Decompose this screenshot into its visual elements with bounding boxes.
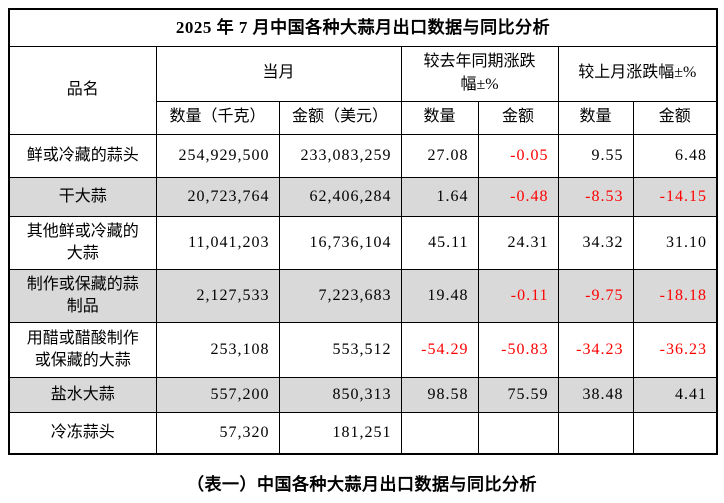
mom-amount-cell: -18.18	[632, 268, 718, 323]
yoy-amount-cell: 24.31	[477, 215, 559, 270]
mom-amount-cell: 4.41	[632, 376, 718, 413]
amount-usd-cell: 16,736,104	[278, 215, 402, 270]
product-name-cell: 盐水大蒜	[8, 376, 157, 413]
mom-amount-cell	[632, 411, 718, 455]
table-row: 制作或保藏的蒜 制品 2,127,533 7,223,683 19.48 -0.11 -9…	[8, 268, 718, 323]
header-group-row: 品名 当月 较去年同期涨跌 幅±% 较上月涨跌幅±%	[8, 45, 718, 135]
table-row: 干大蒜 20,723,764 62,406,284 1.64 -0.48 -8.53 -14…	[8, 176, 718, 217]
product-name-cell: 干大蒜	[8, 176, 157, 217]
header-amount-usd: 金额（美元）	[278, 100, 402, 135]
yoy-qty-cell: 45.11	[400, 215, 479, 270]
header-mom-change: 较上月涨跌幅±%	[557, 45, 718, 102]
header-yoy-amount: 金额	[477, 100, 559, 135]
qty-kg-cell: 2,127,533	[155, 268, 280, 323]
yoy-amount-cell: -50.83	[477, 321, 559, 378]
table-caption: （表一）中国各种大蒜月出口数据与同比分析	[187, 475, 537, 494]
qty-kg-cell: 20,723,764	[155, 176, 280, 217]
yoy-qty-cell	[400, 411, 479, 455]
qty-kg-cell: 11,041,203	[155, 215, 280, 270]
header-current-month: 当月	[155, 45, 402, 102]
product-name-cell: 鲜或冷藏的蒜头	[8, 133, 157, 178]
yoy-qty-cell: 98.58	[400, 376, 479, 413]
qty-kg-cell: 253,108	[155, 321, 280, 378]
yoy-qty-cell: 27.08	[400, 133, 479, 178]
table-row: 用醋或醋酸制作 或保藏的大蒜 253,108 553,512 -54.29 -50.83…	[8, 321, 718, 378]
mom-amount-cell: -36.23	[632, 321, 718, 378]
title-row: 2025 年 7 月中国各种大蒜月出口数据与同比分析	[8, 8, 718, 47]
yoy-qty-cell: 1.64	[400, 176, 479, 217]
amount-usd-cell: 181,251	[278, 411, 402, 455]
product-name-cell: 制作或保藏的蒜 制品	[8, 268, 157, 323]
table-row: 其他鲜或冷藏的 大蒜 11,041,203 16,736,104 45.11 24.31…	[8, 215, 718, 270]
yoy-qty-cell: 19.48	[400, 268, 479, 323]
amount-usd-cell: 233,083,259	[278, 133, 402, 178]
amount-usd-cell: 7,223,683	[278, 268, 402, 323]
table-row: 鲜或冷藏的蒜头 254,929,500 233,083,259 27.08 -0.05 9…	[8, 133, 718, 178]
yoy-amount-cell: -0.11	[477, 268, 559, 323]
product-name-cell: 用醋或醋酸制作 或保藏的大蒜	[8, 321, 157, 378]
mom-qty-cell: -8.53	[557, 176, 634, 217]
table-row: 盐水大蒜 557,200 850,313 98.58 75.59 38.48 4.41	[8, 376, 718, 413]
mom-qty-cell: 34.32	[557, 215, 634, 270]
mom-qty-cell: 9.55	[557, 133, 634, 178]
amount-usd-cell: 850,313	[278, 376, 402, 413]
header-mom-qty: 数量	[557, 100, 634, 135]
amount-usd-cell: 553,512	[278, 321, 402, 378]
mom-amount-cell: 31.10	[632, 215, 718, 270]
header-qty-kg: 数量（千克）	[155, 100, 280, 135]
mom-qty-cell: -34.23	[557, 321, 634, 378]
header-product: 品名	[8, 45, 157, 135]
table-title: 2025 年 7 月中国各种大蒜月出口数据与同比分析	[8, 8, 718, 47]
header-yoy-qty: 数量	[400, 100, 479, 135]
header-sub-row: 数量（千克） 金额（美元） 数量 金额 数量 金额	[9, 100, 718, 135]
yoy-amount-cell: -0.48	[477, 176, 559, 217]
header-mom-amount: 金额	[632, 100, 718, 135]
mom-amount-cell: -14.15	[632, 176, 718, 217]
product-name-cell: 冷冻蒜头	[8, 411, 157, 455]
table-body: 鲜或冷藏的蒜头 254,929,500 233,083,259 27.08 -0.05 9…	[8, 133, 718, 455]
product-name-cell: 其他鲜或冷藏的 大蒜	[8, 215, 157, 270]
mom-qty-cell: 38.48	[557, 376, 634, 413]
qty-kg-cell: 57,320	[155, 411, 280, 455]
yoy-amount-cell	[477, 411, 559, 455]
yoy-qty-cell: -54.29	[400, 321, 479, 378]
mom-amount-cell: 6.48	[632, 133, 718, 178]
table-row: 冷冻蒜头 57,320 181,251	[8, 411, 718, 455]
mom-qty-cell	[557, 411, 634, 455]
mom-qty-cell: -9.75	[557, 268, 634, 323]
garlic-export-table: 2025 年 7 月中国各种大蒜月出口数据与同比分析 品名 当月 较去年同期涨跌…	[8, 8, 718, 455]
qty-kg-cell: 557,200	[155, 376, 280, 413]
yoy-amount-cell: -0.05	[477, 133, 559, 178]
amount-usd-cell: 62,406,284	[278, 176, 402, 217]
yoy-amount-cell: 75.59	[477, 376, 559, 413]
header-yoy-change: 较去年同期涨跌 幅±%	[400, 45, 559, 102]
qty-kg-cell: 254,929,500	[155, 133, 280, 178]
